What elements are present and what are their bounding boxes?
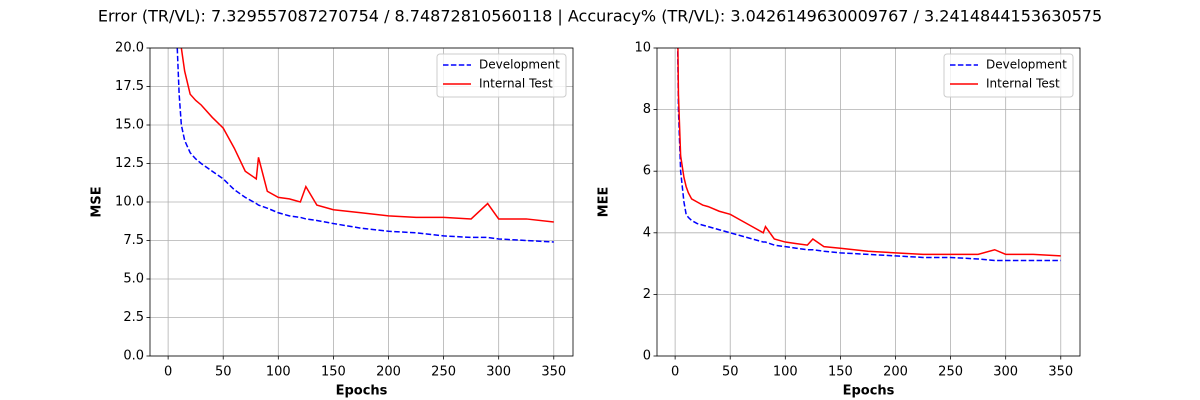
y-tick-label: 8 [643, 102, 651, 117]
y-tick-label: 2.5 [123, 310, 144, 325]
y-tick-label: 10.0 [115, 195, 144, 210]
legend-label: Internal Test [986, 77, 1060, 91]
x-tick-label: 100 [266, 365, 291, 380]
x-tick-label: 50 [215, 365, 232, 380]
x-tick-label: 250 [431, 365, 456, 380]
x-tick-label: 350 [1048, 365, 1073, 380]
x-tick-label: 300 [486, 365, 511, 380]
x-tick-label: 200 [883, 365, 908, 380]
x-tick-label: 150 [828, 365, 853, 380]
y-tick-label: 7.5 [123, 233, 144, 248]
y-axis-label: MEE [597, 187, 612, 218]
y-tick-label: 12.5 [115, 156, 144, 171]
x-tick-label: 0 [164, 365, 172, 380]
x-axis-label: Epochs [336, 384, 388, 399]
y-tick-label: 0 [643, 349, 651, 364]
data-line [176, 48, 554, 243]
x-tick-label: 150 [321, 365, 346, 380]
y-tick-label: 17.5 [115, 79, 144, 94]
x-tick-label: 250 [938, 365, 963, 380]
x-axis-label: Epochs [843, 384, 895, 399]
y-tick-label: 10 [634, 41, 651, 56]
x-tick-label: 200 [376, 365, 401, 380]
y-tick-label: 2 [643, 287, 651, 302]
y-tick-label: 5.0 [123, 272, 144, 287]
x-tick-label: 100 [773, 365, 798, 380]
x-tick-label: 350 [541, 365, 566, 380]
y-tick-label: 6 [643, 164, 651, 179]
legend-label: Development [986, 58, 1067, 72]
x-tick-label: 0 [671, 365, 679, 380]
data-line [180, 48, 554, 223]
y-tick-label: 4 [643, 225, 651, 240]
legend-label: Development [479, 58, 560, 72]
x-tick-label: 300 [993, 365, 1018, 380]
legend-label: Internal Test [479, 77, 553, 91]
y-tick-label: 15.0 [115, 118, 144, 133]
y-tick-label: 20.0 [115, 41, 144, 56]
x-tick-label: 50 [722, 365, 739, 380]
axes: 0 50 100 150 200 250 300 350 0.0 2.5 5.0 7.5 10.0 12.… [90, 41, 574, 399]
axes-frame [149, 47, 574, 357]
y-tick-label: 0.0 [123, 349, 144, 364]
axes-frame [656, 47, 1081, 357]
data-line [676, 48, 1061, 262]
y-axis-label: MSE [90, 186, 105, 217]
figure-title: Error (TR/VL): 7.329557087270754 / 8.748… [98, 7, 1102, 26]
data-line [677, 48, 1061, 257]
axes: 0 50 100 150 200 250 300 350 0 2 4 6 8 10 Epochs MEE Dev… [597, 41, 1081, 399]
